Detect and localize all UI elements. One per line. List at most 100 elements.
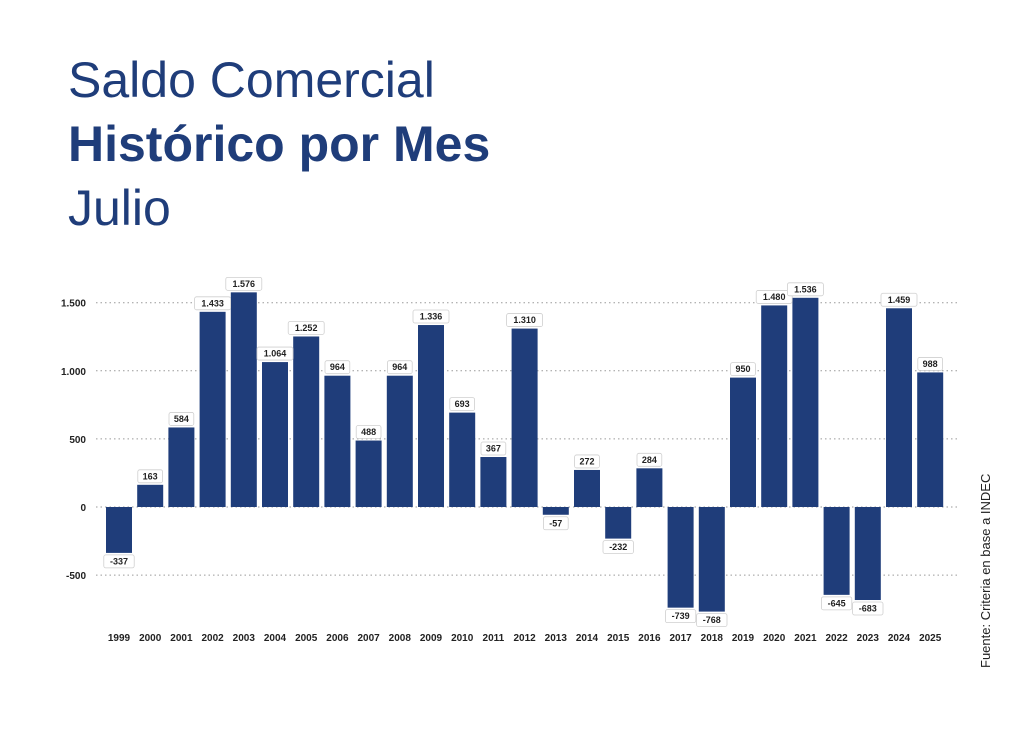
bar-2008 xyxy=(386,375,413,507)
data-label-box xyxy=(917,357,943,371)
x-tick-label: 2022 xyxy=(825,633,848,644)
bar-2012 xyxy=(511,328,538,507)
bar-2010 xyxy=(449,412,476,507)
data-label-2017: -739 xyxy=(672,611,690,621)
data-label-box xyxy=(730,362,756,377)
data-label-box xyxy=(821,596,853,611)
bar-2013 xyxy=(542,507,569,515)
bar-2005 xyxy=(293,336,320,507)
title-block: Saldo Comercial Histórico por Mes Julio xyxy=(68,48,490,240)
bar-layer xyxy=(106,292,944,612)
data-label-2014: 272 xyxy=(579,456,594,466)
x-tick-label: 2025 xyxy=(919,633,942,644)
title-line-3: Julio xyxy=(68,180,171,236)
data-label-box xyxy=(543,516,569,531)
bar-2003 xyxy=(230,292,257,507)
data-label-box xyxy=(787,282,824,297)
data-label-2009: 1.336 xyxy=(420,312,443,322)
y-tick-label: 1.500 xyxy=(61,299,86,310)
bar-2025 xyxy=(917,372,944,507)
y-tick-label: 500 xyxy=(69,435,86,446)
data-label-2007: 488 xyxy=(361,427,376,437)
data-label-2010: 693 xyxy=(455,399,470,409)
data-label-2011: 367 xyxy=(486,444,501,454)
data-label-box xyxy=(168,412,195,426)
x-tick-label: 2007 xyxy=(357,633,380,644)
x-tick-label: 2004 xyxy=(264,633,287,644)
title-line-1: Saldo Comercial xyxy=(68,52,435,108)
x-tick-label: 1999 xyxy=(108,633,131,644)
bar-2002 xyxy=(199,311,226,507)
data-label-box xyxy=(574,454,600,469)
data-label-box xyxy=(852,601,884,616)
data-label-2023: -683 xyxy=(859,604,877,614)
x-tick-label: 2005 xyxy=(295,633,318,644)
x-tick-label: 2019 xyxy=(732,633,755,644)
data-label-box xyxy=(665,609,697,624)
data-label-2003: 1.576 xyxy=(233,279,256,289)
data-label-2021: 1.536 xyxy=(794,284,817,294)
data-label-box xyxy=(506,313,544,327)
data-label-2018: -768 xyxy=(703,615,721,625)
data-label-box xyxy=(636,452,663,467)
data-label-2001: 584 xyxy=(174,414,189,424)
x-tick-label: 2006 xyxy=(326,633,349,644)
data-label-box xyxy=(696,613,728,628)
label-layer: -337 163 584 1.433 1.576 1.064 1.252 964 488 964 1… xyxy=(103,276,943,628)
axis-layer: -500 0 500 1.000 1.500 1999 2000 2001 2002 2003 20… xyxy=(61,299,942,644)
x-tick-label: 2023 xyxy=(857,633,880,644)
y-tick-label: -500 xyxy=(66,571,86,582)
x-tick-label: 2001 xyxy=(170,633,193,644)
bar-2017 xyxy=(667,507,694,608)
data-label-2020: 1.480 xyxy=(763,292,786,302)
data-label-box xyxy=(324,360,351,375)
data-label-2000: 163 xyxy=(143,471,158,481)
bar-2006 xyxy=(324,375,351,507)
x-tick-label: 2021 xyxy=(794,633,817,644)
bar-2001 xyxy=(168,427,195,507)
x-tick-label: 2018 xyxy=(701,633,724,644)
x-tick-label: 2002 xyxy=(201,633,224,644)
bar-2011 xyxy=(480,457,507,507)
data-label-2002: 1.433 xyxy=(201,298,224,308)
data-label-box xyxy=(137,469,164,484)
data-label-2013: -57 xyxy=(549,518,562,528)
bar-2023 xyxy=(854,507,881,601)
source-note: Fuente: Criteria en base a INDEC xyxy=(978,473,993,668)
bar-2000 xyxy=(137,484,164,507)
bar-2024 xyxy=(886,308,912,507)
data-label-1999: -337 xyxy=(110,556,128,566)
data-label-box xyxy=(103,554,135,569)
data-label-box xyxy=(225,276,263,291)
data-label-box xyxy=(256,346,294,361)
y-tick-label: 1.000 xyxy=(61,367,86,378)
x-tick-label: 2008 xyxy=(389,633,412,644)
bar-2019 xyxy=(730,377,756,507)
bar-2016 xyxy=(636,468,663,507)
bar-1999 xyxy=(106,507,132,553)
y-tick-label: 0 xyxy=(80,503,86,514)
data-label-2015: -232 xyxy=(609,542,627,552)
data-label-box xyxy=(449,397,475,412)
data-label-box xyxy=(880,292,918,307)
data-label-2005: 1.252 xyxy=(295,323,318,333)
data-label-box xyxy=(194,296,232,311)
data-label-2008: 964 xyxy=(392,362,407,372)
x-tick-label: 2011 xyxy=(483,633,505,644)
title-line-2: Histórico por Mes xyxy=(68,116,491,172)
bar-2004 xyxy=(262,362,288,507)
x-tick-label: 2003 xyxy=(233,633,256,644)
data-label-2016: 284 xyxy=(642,455,657,465)
x-tick-label: 2014 xyxy=(576,633,599,644)
bar-2007 xyxy=(355,440,382,507)
x-tick-label: 2016 xyxy=(638,633,661,644)
data-label-box xyxy=(355,425,382,439)
x-tick-label: 2015 xyxy=(607,633,630,644)
x-tick-label: 2024 xyxy=(888,633,911,644)
x-tick-label: 2009 xyxy=(420,633,443,644)
x-tick-label: 2017 xyxy=(669,633,692,644)
data-label-box xyxy=(755,290,793,304)
bar-2022 xyxy=(823,507,850,595)
x-tick-label: 2013 xyxy=(545,633,568,644)
